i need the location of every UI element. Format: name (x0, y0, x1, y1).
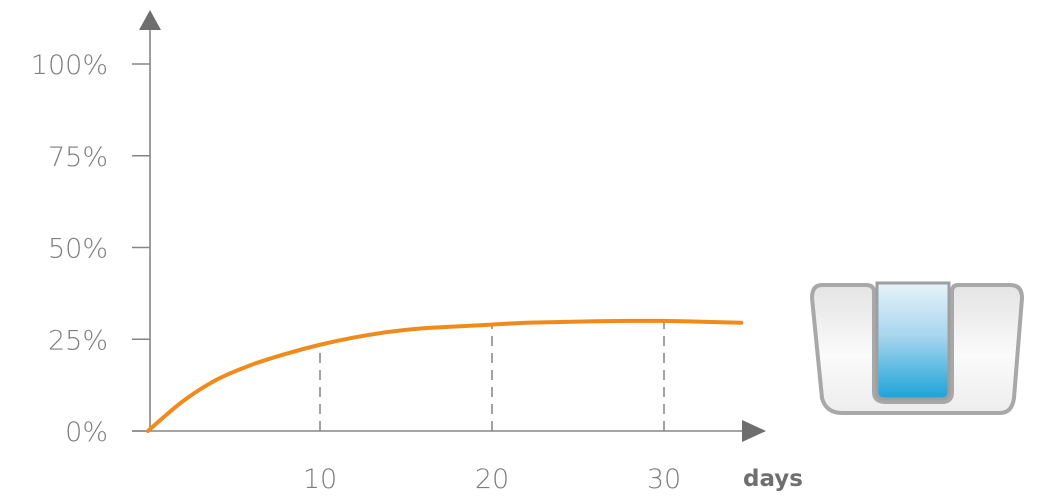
x-tick-label: 30 (647, 464, 681, 495)
reference-lines (319, 320, 665, 431)
y-tick-group: 0% 25% 50% 75% 100% (31, 50, 150, 448)
series-line (146, 318, 744, 433)
fluid-container-icon (809, 281, 1025, 415)
y-tick-label: 100% (31, 50, 108, 81)
x-axis-unit-label: days (743, 466, 803, 492)
y-tick-label: 25% (48, 325, 108, 356)
y-axis-arrow (139, 10, 161, 30)
x-tick-label: 20 (475, 464, 509, 495)
y-tick-label: 50% (48, 234, 108, 265)
x-tick-group: 10 20 30 (303, 464, 681, 495)
x-axis-arrow (742, 420, 766, 442)
y-tick-label: 75% (48, 142, 108, 173)
y-tick-label: 0% (65, 417, 108, 448)
x-tick-label: 10 (303, 464, 337, 495)
